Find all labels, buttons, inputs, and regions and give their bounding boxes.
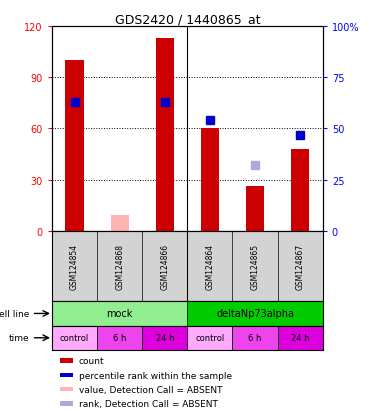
Text: GSM124864: GSM124864 (206, 243, 214, 290)
Bar (52, 326, 97, 350)
Text: 24 h: 24 h (155, 333, 174, 342)
Bar (233, 326, 278, 350)
Text: deltaNp73alpha: deltaNp73alpha (216, 309, 294, 319)
Bar (60, 358, 73, 363)
Bar (97, 326, 142, 350)
Bar (52, 301, 187, 326)
Bar (142, 326, 187, 350)
Text: rank, Detection Call = ABSENT: rank, Detection Call = ABSENT (79, 399, 218, 408)
Text: value, Detection Call = ABSENT: value, Detection Call = ABSENT (79, 385, 222, 394)
Bar (201, 129, 219, 231)
Text: time: time (9, 333, 30, 342)
Bar (291, 150, 309, 231)
Bar (66, 61, 83, 231)
Text: control: control (60, 333, 89, 342)
Text: 24 h: 24 h (291, 333, 309, 342)
Text: count: count (79, 356, 104, 365)
Text: GSM124866: GSM124866 (160, 243, 169, 290)
Text: GSM124854: GSM124854 (70, 243, 79, 290)
Text: GSM124868: GSM124868 (115, 244, 124, 290)
Bar (156, 39, 174, 231)
Text: control: control (195, 333, 224, 342)
Bar (60, 373, 73, 377)
Text: percentile rank within the sample: percentile rank within the sample (79, 371, 232, 380)
Title: GDS2420 / 1440865_at: GDS2420 / 1440865_at (115, 13, 260, 26)
Text: GSM124867: GSM124867 (296, 243, 305, 290)
Text: GSM124865: GSM124865 (250, 243, 260, 290)
Bar (246, 187, 264, 231)
Bar (60, 401, 73, 406)
Bar (278, 326, 323, 350)
Text: mock: mock (106, 309, 133, 319)
Bar (187, 326, 233, 350)
Text: 6 h: 6 h (248, 333, 262, 342)
Bar (60, 387, 73, 392)
Text: cell line: cell line (0, 309, 30, 318)
Text: 6 h: 6 h (113, 333, 127, 342)
Bar (111, 216, 129, 231)
Bar (187, 301, 323, 326)
